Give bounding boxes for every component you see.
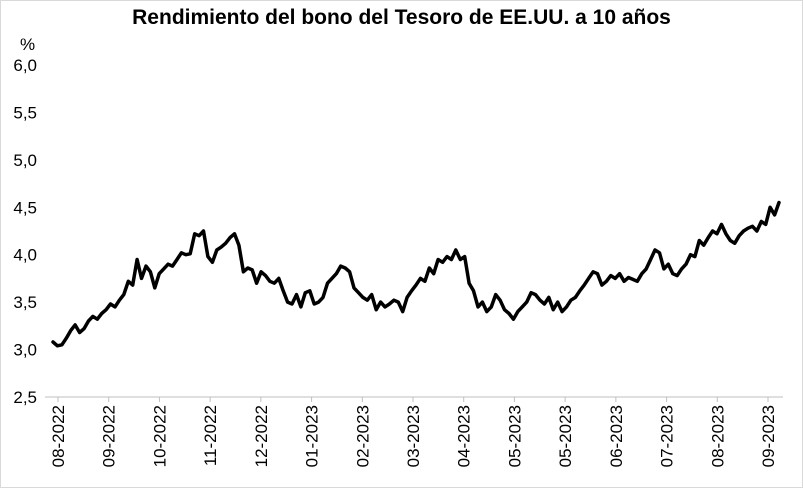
x-tick-label: 08-2023 xyxy=(708,405,727,467)
y-tick-label: 3,5 xyxy=(13,293,37,312)
x-axis-tick-labels: 08-2022 09-2022 10-2022 11-2022 12-2022 01-20… xyxy=(49,397,778,467)
x-tick-label: 09-2022 xyxy=(100,405,119,467)
y-axis-tick-labels: 2,5 3,0 3,5 4,0 4,5 5,0 5,5 6,0 xyxy=(13,56,37,407)
series-line xyxy=(51,200,781,348)
y-tick-label: 3,0 xyxy=(13,341,37,360)
y-tick-label: 2,5 xyxy=(13,388,37,407)
x-tick-label: 03-2023 xyxy=(404,405,423,467)
x-tick-label: 08-2022 xyxy=(49,405,68,467)
x-tick-label: 11-2022 xyxy=(201,405,220,466)
y-axis-unit-label: % xyxy=(20,35,36,54)
y-tick-label: 4,5 xyxy=(13,198,37,217)
x-tick-label: 05-2023 xyxy=(556,405,575,467)
x-tick-label: 12-2022 xyxy=(252,405,271,467)
y-tick-label: 4,0 xyxy=(13,246,37,265)
y-tick-label: 5,0 xyxy=(13,151,37,170)
x-tick-label: 10-2022 xyxy=(150,405,169,467)
series-group xyxy=(51,200,781,348)
x-tick-label: 04-2023 xyxy=(455,405,474,467)
x-tick-label: 05-2023 xyxy=(505,405,524,467)
y-tick-label: 5,5 xyxy=(13,103,37,122)
chart-title: Rendimiento del bono del Tesoro de EE.UU… xyxy=(132,6,671,29)
x-tick-label: 09-2023 xyxy=(759,405,778,467)
y-tick-label: 6,0 xyxy=(13,56,37,75)
x-tick-label: 02-2023 xyxy=(353,405,372,467)
x-tick-label: 07-2023 xyxy=(658,405,677,467)
x-tick-label: 01-2023 xyxy=(303,405,322,467)
x-tick-label: 06-2023 xyxy=(607,405,626,467)
